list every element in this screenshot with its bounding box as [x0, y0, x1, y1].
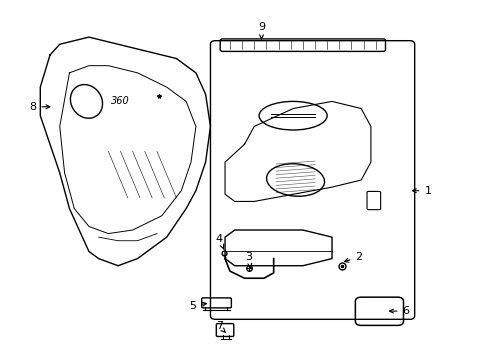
Text: 9: 9	[258, 22, 264, 39]
Text: 8: 8	[29, 102, 50, 112]
Text: 1: 1	[411, 186, 430, 196]
Text: 5: 5	[188, 301, 206, 311]
Text: 4: 4	[215, 234, 224, 249]
Text: 360: 360	[111, 96, 130, 107]
Text: 3: 3	[244, 252, 251, 267]
Text: 6: 6	[389, 306, 408, 316]
Text: 7: 7	[215, 321, 225, 333]
Text: 2: 2	[344, 252, 362, 262]
